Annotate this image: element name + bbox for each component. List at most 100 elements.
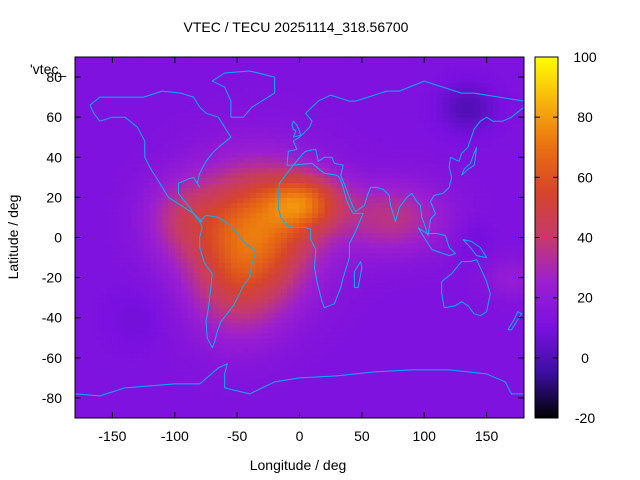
heatmap-cell [449, 102, 457, 108]
heatmap-cell [174, 382, 182, 389]
heatmap-cell [131, 297, 138, 304]
heatmap-cell [318, 217, 326, 224]
heatmap-cell [442, 257, 450, 264]
heatmap-cell [262, 57, 269, 63]
heatmap-cell [386, 132, 394, 138]
heatmap-cell [449, 312, 457, 319]
heatmap-cell [149, 237, 157, 244]
heatmap-cell [318, 247, 326, 254]
heatmap-cell [361, 127, 369, 133]
heatmap-cell [355, 87, 363, 93]
heatmap-cell [174, 97, 182, 103]
heatmap-cell [393, 342, 400, 349]
heatmap-cell [368, 292, 375, 299]
heatmap-cell [393, 222, 400, 229]
heatmap-cell [380, 87, 388, 93]
heatmap-cell [262, 92, 269, 98]
heatmap-cell [268, 152, 276, 158]
heatmap-cell [386, 267, 394, 274]
heatmap-cell [93, 187, 101, 193]
heatmap-cell [492, 392, 500, 399]
heatmap-cell [374, 297, 382, 304]
heatmap-cell [193, 267, 201, 274]
heatmap-cell [212, 322, 220, 329]
heatmap-cell [461, 342, 469, 349]
heatmap-cell [287, 127, 294, 133]
heatmap-cell [461, 127, 469, 133]
heatmap-cell [75, 142, 82, 148]
heatmap-cell [361, 332, 369, 339]
heatmap-cell [255, 367, 263, 374]
heatmap-cell [218, 117, 226, 123]
heatmap-cell [249, 107, 257, 113]
heatmap-cell [143, 357, 151, 364]
heatmap-cell [106, 352, 114, 359]
heatmap-cell [218, 377, 226, 384]
heatmap-cell [255, 112, 263, 118]
heatmap-cell [287, 92, 294, 98]
heatmap-cell [424, 137, 432, 143]
heatmap-cell [106, 57, 114, 63]
heatmap-cell [436, 267, 444, 274]
heatmap-cell [87, 387, 95, 394]
heatmap-cell [442, 282, 450, 289]
heatmap-cell [368, 387, 375, 394]
heatmap-cell [318, 92, 326, 98]
heatmap-cell [199, 67, 207, 73]
heatmap-cell [436, 287, 444, 294]
heatmap-cell [293, 232, 301, 239]
heatmap-cell [399, 172, 407, 178]
heatmap-cell [112, 297, 120, 304]
heatmap-cell [75, 162, 82, 168]
heatmap-cell [224, 57, 232, 63]
heatmap-cell [249, 182, 257, 188]
heatmap-cell [474, 312, 481, 319]
heatmap-cell [374, 122, 382, 128]
heatmap-cell [156, 342, 163, 349]
heatmap-cell [455, 362, 463, 369]
heatmap-cell [355, 192, 363, 198]
heatmap-cell [274, 252, 282, 259]
heatmap-cell [411, 62, 419, 68]
heatmap-cell [280, 157, 288, 163]
heatmap-cell [318, 172, 326, 178]
heatmap-cell [467, 202, 475, 209]
heatmap-cell [480, 367, 488, 374]
heatmap-cell [81, 142, 89, 148]
heatmap-cell [118, 367, 126, 374]
heatmap-cell [199, 172, 207, 178]
heatmap-cell [93, 162, 101, 168]
heatmap-cell [486, 327, 494, 334]
heatmap-cell [299, 157, 307, 163]
heatmap-cell [442, 137, 450, 143]
heatmap-cell [324, 187, 332, 193]
heatmap-cell [230, 57, 238, 63]
heatmap-cell [106, 107, 114, 113]
heatmap-cell [287, 77, 294, 83]
heatmap-cell [311, 87, 319, 93]
heatmap-cell [106, 357, 114, 364]
heatmap-cell [162, 227, 170, 234]
heatmap-cell [118, 342, 126, 349]
heatmap-cell [349, 352, 357, 359]
heatmap-cell [262, 387, 269, 394]
heatmap-cell [131, 202, 138, 209]
heatmap-cell [499, 297, 506, 304]
heatmap-cell [461, 107, 469, 113]
heatmap-cell [299, 152, 307, 158]
heatmap-cell [480, 332, 488, 339]
heatmap-cell [417, 267, 425, 274]
heatmap-cell [330, 297, 338, 304]
heatmap-cell [480, 207, 488, 214]
heatmap-cell [230, 287, 238, 294]
heatmap-cell [324, 67, 332, 73]
heatmap-cell [380, 337, 388, 344]
heatmap-cell [436, 367, 444, 374]
heatmap-cell [193, 82, 201, 88]
heatmap-cell [386, 252, 394, 259]
heatmap-cell [311, 57, 319, 63]
heatmap-cell [137, 297, 145, 304]
heatmap-cell [368, 317, 375, 324]
heatmap-cell [112, 67, 120, 73]
heatmap-cell [162, 142, 170, 148]
